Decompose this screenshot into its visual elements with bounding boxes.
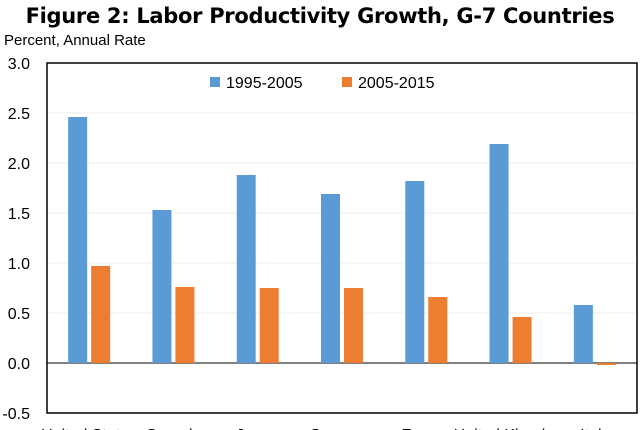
bar-2005-2015 [596, 363, 616, 365]
x-tick-label: Canada [145, 427, 201, 430]
y-tick-label: 1.5 [8, 206, 30, 223]
plot-frame [46, 62, 638, 414]
chart-title: Figure 2: Labor Productivity Growth, G-7… [25, 4, 615, 28]
bar-2005-2015 [175, 287, 195, 363]
bar-1995-2005 [321, 194, 340, 363]
bar-2005-2015 [428, 297, 448, 363]
bar-1995-2005 [405, 181, 425, 363]
x-tick-label: France [401, 427, 451, 430]
bar-2005-2015 [512, 317, 532, 363]
x-tick-label: United Kingdom [454, 427, 568, 430]
y-tick-label: 0.5 [8, 306, 30, 323]
y-axis-label: Percent, Annual Rate [4, 32, 146, 49]
bar-1995-2005 [152, 210, 172, 363]
bar-1995-2005 [236, 175, 256, 363]
bar-2005-2015 [259, 288, 279, 363]
bar-2005-2015 [91, 266, 111, 363]
bar-1995-2005 [68, 117, 88, 363]
legend-swatch [210, 77, 220, 87]
y-tick-label: 2.5 [8, 106, 30, 123]
x-tick-label: Japan [236, 427, 280, 430]
bar-2005-2015 [344, 288, 363, 363]
x-tick-label: Italy [580, 427, 609, 430]
y-tick-label: 2.0 [8, 156, 30, 173]
y-tick-label: 1.0 [8, 256, 30, 273]
x-tick-label: Germany [309, 427, 375, 430]
bar-1995-2005 [573, 305, 593, 363]
legend-label: 1995-2005 [226, 75, 303, 92]
legend-swatch [342, 77, 352, 87]
legend-label: 2005-2015 [358, 75, 435, 92]
x-tick-label: United States [41, 427, 137, 430]
bar-1995-2005 [489, 144, 509, 363]
y-tick-label: 3.0 [8, 56, 30, 73]
y-tick-label: -0.5 [2, 406, 30, 423]
y-tick-label: 0.0 [8, 356, 30, 373]
